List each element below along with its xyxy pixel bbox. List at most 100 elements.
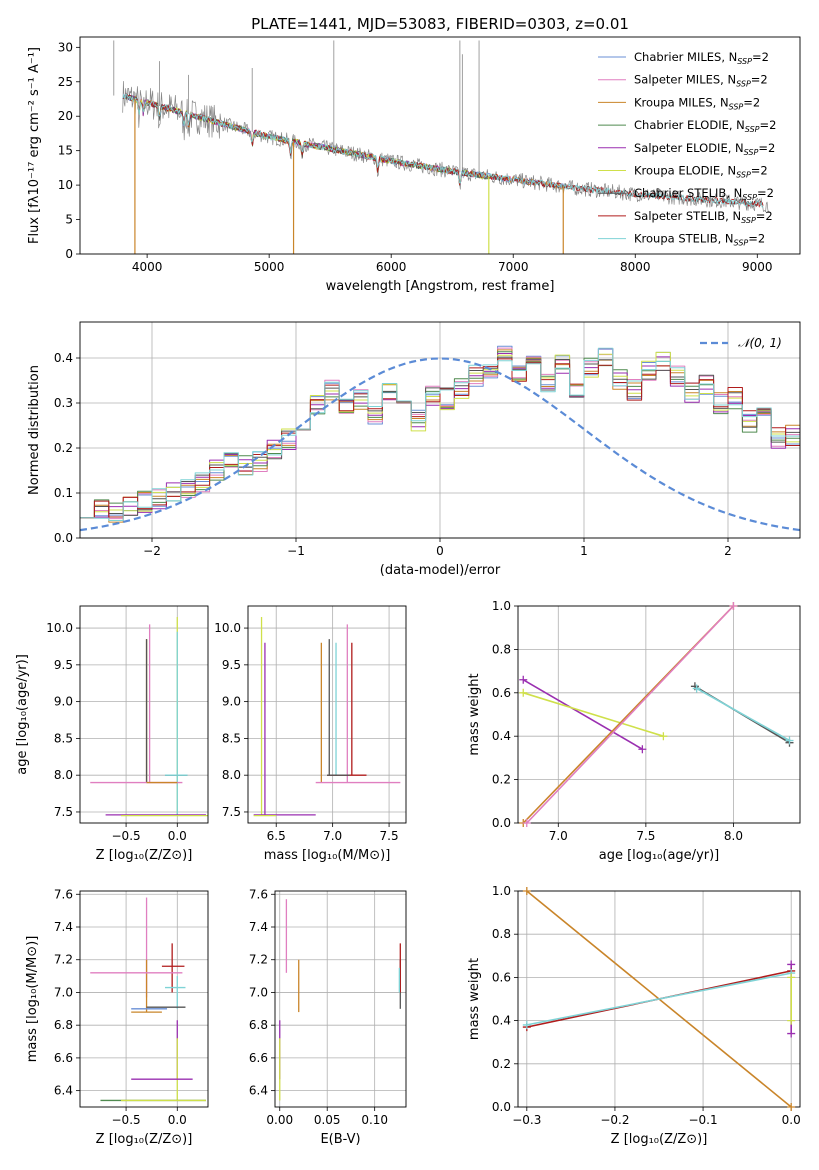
y-tick-label: 7.4 (249, 920, 268, 934)
y-axis-label: age [log₁₀(age/yr)] (15, 654, 30, 775)
x-tick-label: −0.1 (688, 1113, 717, 1127)
grid (80, 322, 800, 539)
x-tick-label: −2 (143, 544, 161, 558)
plot-age-vs-mass: 6.5 7.0 7.5 7.5 8.0 8.5 9.0 9.5 10.0 mass [log₁₀(… (214, 605, 407, 863)
x-tick-label: −0.3 (512, 1113, 541, 1127)
y-tick-label: 0.2 (492, 1057, 511, 1071)
x-tick-label: 0.0 (782, 1113, 801, 1127)
y-tick-label: 0.0 (492, 1100, 511, 1114)
x-tick-label: 7.0 (323, 829, 342, 843)
plot-mass-vs-Z: −0.5 0.0 6.4 6.6 6.8 7.0 7.2 7.4 7.6 Z [log₁₀(Z/Z… (25, 887, 209, 1147)
x-axis-label: wavelength [Angstrom, rest frame] (326, 279, 555, 294)
axes-frame (79, 321, 801, 539)
y-tick-label: 8.0 (54, 768, 73, 782)
y-tick-label: 10.0 (214, 621, 241, 635)
x-tick-label: 7.5 (636, 829, 655, 843)
weight-marker (785, 736, 794, 745)
y-tick-label: 8.5 (54, 731, 73, 745)
y-tick-label: 6.6 (54, 1051, 73, 1065)
x-tick-label: −0.2 (600, 1113, 629, 1127)
y-tick-label: 0.6 (492, 970, 511, 984)
legend-subscript: SSP (734, 239, 749, 248)
legend-value: =2 (743, 95, 760, 109)
axes-frame (517, 890, 801, 1108)
x-tick-label: 7.0 (549, 829, 568, 843)
x-tick-label: −0.5 (112, 1113, 141, 1127)
x-tick-label: 0 (436, 544, 444, 558)
plot-spectrum: 4000 5000 6000 7000 8000 9000 0 5 10 15 20 25 30 wave… (27, 36, 801, 294)
weight-line-salpeter-elodie (522, 679, 643, 750)
weight-marker (787, 1103, 796, 1111)
y-tick-label: 0.0 (492, 816, 511, 830)
legend-subscript: SSP (736, 80, 751, 89)
legend-subscript: SSP (744, 148, 759, 157)
legend: Chabrier MILES, NSSP=2 Salpeter MILES, NS… (598, 50, 776, 248)
x-tick-label: 8000 (620, 260, 651, 274)
x-tick-label: 1 (580, 544, 588, 558)
data-layer (113, 40, 770, 254)
x-tick-label: 0.0 (168, 829, 187, 843)
y-tick-label: 0.8 (492, 642, 511, 656)
y-tick-label: 0.1 (54, 486, 73, 500)
legend-value: =2 (757, 186, 774, 200)
axes-frame (247, 605, 407, 824)
weight-line-kroupa-elodie (523, 692, 664, 737)
legend-label: Chabrier ELODIE, NSSP=2 (634, 118, 776, 134)
x-tick-label: 0.0 (168, 1113, 187, 1127)
axes-frame (79, 890, 209, 1108)
weight-marker (787, 1029, 796, 1038)
y-tick-label: 1.0 (492, 599, 511, 613)
plot-weight-vs-Z: −0.3 −0.2 −0.1 0.0 0.0 0.2 0.4 0.6 0.8 1.0 Z [log₁… (467, 884, 801, 1147)
x-tick-label: 0.05 (314, 1113, 341, 1127)
y-tick-label: 0.2 (54, 441, 73, 455)
x-tick-label: 4000 (132, 260, 163, 274)
y-tick-label: 5 (65, 213, 73, 227)
legend-label: Kroupa ELODIE, NSSP=2 (634, 164, 768, 180)
data-layer (522, 606, 790, 823)
legend-value: =2 (760, 118, 777, 132)
legend-label: Kroupa STELIB, NSSP=2 (634, 232, 765, 248)
plot-weight-vs-age: 7.0 7.5 8.0 0.0 0.2 0.4 0.6 0.8 1.0 age [log₁₀(ag… (467, 599, 801, 863)
legend-label: Chabrier STELIB, NSSP=2 (634, 186, 774, 202)
legend-value: =2 (756, 209, 773, 223)
legend-subscript: SSP (736, 171, 751, 180)
axes-frame (79, 605, 209, 824)
legend-label: Salpeter MILES, NSSP=2 (634, 73, 768, 89)
x-axis-label: age [log₁₀(age/yr)] (599, 848, 720, 863)
weight-marker (692, 684, 701, 693)
grid (80, 891, 208, 1107)
y-tick-label: 6.8 (54, 1018, 73, 1032)
y-tick-label: 7.2 (54, 953, 73, 967)
grid (518, 605, 800, 824)
data-layer (90, 617, 208, 817)
x-tick-label: 6.5 (267, 829, 286, 843)
model-spectrum-kroupa-stelib (122, 93, 764, 208)
y-axis-label: mass weight (467, 958, 482, 1040)
y-tick-label: 6.8 (249, 1018, 268, 1032)
axes-frame (79, 36, 801, 255)
y-tick-label: 9.0 (54, 695, 73, 709)
grid (275, 891, 406, 1107)
axes-frame (517, 605, 801, 824)
weight-line-kroupa-stelib (696, 687, 790, 742)
y-tick-label: 7.5 (222, 805, 241, 819)
x-axis-label: Z [log₁₀(Z/Z⊙)] (611, 1132, 708, 1147)
weight-marker (729, 602, 738, 610)
weight-marker (787, 960, 796, 969)
y-tick-label: 6.6 (249, 1051, 268, 1065)
y-tick-label: 0.2 (492, 773, 511, 787)
x-tick-label: 7000 (498, 260, 529, 274)
y-tick-label: 7.5 (54, 805, 73, 819)
y-tick-label: 7.4 (54, 920, 73, 934)
y-tick-label: 10 (58, 178, 73, 192)
histogram-salpeter-elodie (80, 348, 800, 519)
legend-value: =2 (751, 73, 768, 87)
y-tick-label: 10.0 (46, 621, 73, 635)
x-tick-label: 0.10 (361, 1113, 388, 1127)
y-tick-label: 25 (58, 75, 73, 89)
figure-title: PLATE=1441, MJD=53083, FIBERID=0303, z=0… (251, 15, 629, 33)
weight-marker (659, 732, 668, 741)
y-tick-label: 0.0 (54, 531, 73, 545)
y-tick-label: 30 (58, 40, 73, 54)
data-layer (80, 345, 800, 532)
